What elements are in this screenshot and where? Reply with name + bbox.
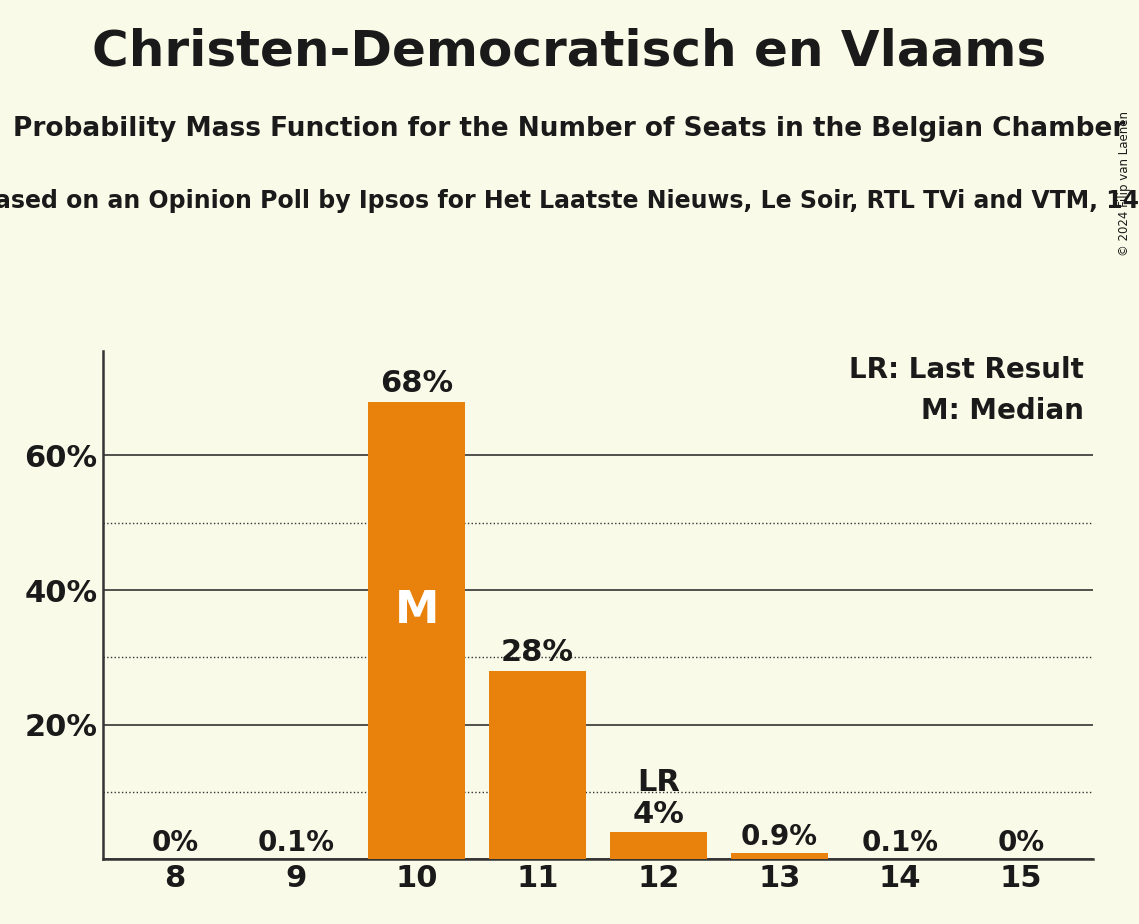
Text: © 2024 Filip van Laenen: © 2024 Filip van Laenen (1118, 111, 1131, 256)
Text: Based on an Opinion Poll by Ipsos for Het Laatste Nieuws, Le Soir, RTL TVi and V: Based on an Opinion Poll by Ipsos for He… (0, 189, 1139, 213)
Text: 0.9%: 0.9% (740, 823, 818, 851)
Text: Probability Mass Function for the Number of Seats in the Belgian Chamber: Probability Mass Function for the Number… (14, 116, 1125, 141)
Text: 0.1%: 0.1% (257, 829, 335, 857)
Bar (731, 853, 828, 859)
Text: 68%: 68% (380, 370, 453, 398)
Bar (490, 671, 585, 859)
Text: M: M (394, 589, 439, 632)
Text: M: Median: M: Median (920, 397, 1083, 425)
Text: Christen-Democratisch en Vlaams: Christen-Democratisch en Vlaams (92, 28, 1047, 76)
Text: LR: LR (637, 769, 680, 797)
Text: 0.1%: 0.1% (861, 829, 939, 857)
Text: 28%: 28% (501, 638, 574, 667)
Bar (611, 833, 706, 859)
Text: 4%: 4% (632, 800, 685, 829)
Bar (368, 402, 465, 859)
Text: 0%: 0% (998, 829, 1044, 857)
Text: 0%: 0% (151, 829, 198, 857)
Text: LR: Last Result: LR: Last Result (849, 356, 1083, 384)
